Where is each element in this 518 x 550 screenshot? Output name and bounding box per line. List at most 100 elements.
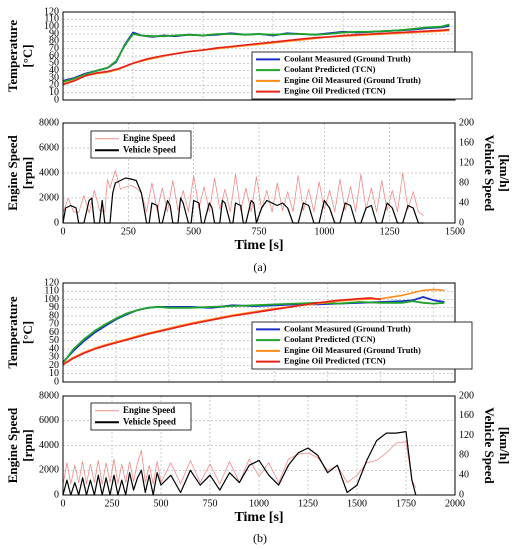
b-speed-series-1 [62, 431, 417, 496]
a-speed-y2tick-label: 160 [459, 137, 474, 148]
b-temperature-ylabel-unit: [°C] [20, 321, 35, 344]
a-speed-y2tick-label: 40 [459, 197, 469, 208]
a-speed-xtick-label: 1250 [380, 226, 400, 237]
a-temperature-ytick-label: 70 [49, 43, 59, 54]
b-temperature-ytick-label: 80 [49, 310, 59, 321]
a-speed-xtick-label: 1000 [314, 226, 334, 237]
b-temperature-ytick-label: 0 [54, 376, 59, 387]
a-temperature-ytick-label: 50 [49, 58, 59, 69]
b-speed-xtick-label: 1500 [347, 498, 367, 509]
a-temperature-legend-label-2: Engine Oil Measured (Ground Truth) [284, 75, 421, 85]
a-temperature-ytick-label: 110 [44, 14, 59, 25]
b-speed-xtick-label: 2000 [445, 498, 465, 509]
b-speed-ytick-label: 4000 [39, 440, 59, 451]
a-temperature-legend-label-1: Coolant Predicted (TCN) [284, 64, 376, 74]
b-speed-frame [62, 395, 456, 496]
a-speed-legend-box [90, 130, 192, 159]
caption-a: (a) [253, 260, 267, 274]
a-temperature-ytick-label: 0 [54, 94, 59, 105]
caption-b: (b) [253, 531, 267, 545]
a-temperature-series-1 [62, 23, 450, 83]
b-speed-xtick-label: 1000 [249, 498, 269, 509]
b-speed-xtick-label: 1250 [298, 498, 318, 509]
b-speed-y2tick-label: 80 [459, 450, 469, 461]
b-speed-xtick-label: 500 [154, 498, 169, 509]
b-temperature-ytick-label: 40 [49, 343, 59, 354]
b-temperature-ytick-label: 100 [44, 294, 59, 305]
a-temperature-ytick-label: 40 [49, 65, 59, 76]
b-temperature-legend-label-1: Coolant Predicted (TCN) [284, 334, 376, 344]
a-speed-legend-label-0: Engine Speed [123, 133, 175, 143]
a-speed-xtick-label: 250 [121, 226, 136, 237]
b-speed-y2label-unit: [km/h] [497, 427, 512, 465]
b-temperature-ytick-label: 20 [49, 360, 59, 371]
b-speed-ytick-label: 2000 [39, 465, 59, 476]
a-temperature-ytick-label: 10 [49, 87, 59, 98]
b-temperature-legend-label-3: Engine Oil Predicted (TCN) [284, 356, 386, 366]
a-speed-frame [62, 122, 456, 224]
a-temperature-ytick-label: 120 [44, 6, 59, 17]
b-speed-ytick-label: 8000 [39, 390, 59, 401]
a-speed-ytick-label: 2000 [39, 192, 59, 203]
a-speed-series-1 [62, 177, 424, 224]
a-temperature-ylabel-unit: [°C] [20, 44, 35, 67]
a-temperature-series-3 [62, 28, 450, 86]
a-speed-ylabel-unit: [rpm] [20, 157, 35, 190]
a-speed-y2tick-label: 120 [459, 157, 474, 168]
b-temperature-ytick-label: 90 [49, 302, 59, 313]
b-speed-series-0 [62, 441, 417, 488]
b-speed-y2label: Vehicle Speed [482, 407, 497, 484]
b-speed-legend-box [90, 402, 192, 431]
a-speed-xtick-label: 750 [252, 226, 267, 237]
a-speed-y2label-unit: [km/h] [497, 154, 512, 192]
b-speed-y2tick-label: 160 [459, 410, 474, 421]
a-temperature-legend-box [251, 51, 473, 100]
b-temperature-ytick-label: 70 [49, 319, 59, 330]
b-speed-xtick-label: 250 [105, 498, 120, 509]
a-speed-xtick-label: 500 [186, 226, 201, 237]
b-speed-ytick-label: 0 [54, 489, 59, 500]
b-speed-ylabel: Engine Speed [5, 407, 20, 483]
a-speed-legend-label-1: Vehicle Speed [123, 144, 176, 154]
b-speed-ylabel-unit: [rpm] [20, 429, 35, 462]
b-temperature-ytick-label: 10 [49, 368, 59, 379]
b-speed-xtick-label: 750 [203, 498, 218, 509]
a-speed-y2tick-label: 0 [459, 217, 464, 228]
b-speed-y2tick-label: 120 [459, 430, 474, 441]
b-temperature-legend-label-0: Coolant Measured (Ground Truth) [284, 323, 411, 333]
b-temperature-series-1 [62, 300, 445, 364]
a-temperature-ytick-label: 20 [49, 80, 59, 91]
a-speed-ytick-label: 8000 [39, 117, 59, 128]
b-temperature-legend-box [251, 321, 473, 370]
a-temperature-ylabel: Temperature [5, 20, 20, 92]
a-temperature-ytick-label: 80 [49, 36, 59, 47]
b-speed-xtick-label: 0 [61, 498, 66, 509]
a-speed-xlabel: Time [s] [234, 238, 283, 253]
b-temperature-ytick-label: 30 [49, 352, 59, 363]
a-speed-y2tick-label: 80 [459, 177, 469, 188]
b-temperature-ytick-label: 120 [44, 277, 59, 288]
a-temperature-legend-label-0: Coolant Measured (Ground Truth) [284, 53, 411, 63]
a-temperature-ytick-label: 30 [49, 72, 59, 83]
b-speed-y2tick-label: 40 [459, 469, 469, 480]
b-speed-legend-label-0: Engine Speed [123, 405, 175, 415]
b-speed-legend-label-1: Vehicle Speed [123, 416, 176, 426]
a-speed-y2tick-label: 200 [459, 117, 474, 128]
b-temperature-legend-label-2: Engine Oil Measured (Ground Truth) [284, 345, 421, 355]
b-temperature-ytick-label: 60 [49, 327, 59, 338]
a-temperature-ytick-label: 100 [44, 21, 59, 32]
b-temperature-ylabel: Temperature [5, 296, 20, 368]
a-temperature-legend-label-3: Engine Oil Predicted (TCN) [284, 86, 386, 96]
b-speed-y2tick-label: 0 [459, 489, 464, 500]
a-speed-xtick-label: 1500 [445, 226, 465, 237]
a-speed-y2label: Vehicle Speed [482, 135, 497, 212]
b-speed-xtick-label: 1750 [396, 498, 416, 509]
b-temperature-series-3 [62, 297, 381, 366]
b-temperature-ytick-label: 110 [44, 286, 59, 297]
a-speed-ytick-label: 0 [54, 217, 59, 228]
a-speed-series-0 [62, 170, 424, 216]
b-speed-ytick-label: 6000 [39, 415, 59, 426]
b-temperature-ytick-label: 50 [49, 335, 59, 346]
b-speed-xlabel: Time [s] [234, 510, 283, 525]
